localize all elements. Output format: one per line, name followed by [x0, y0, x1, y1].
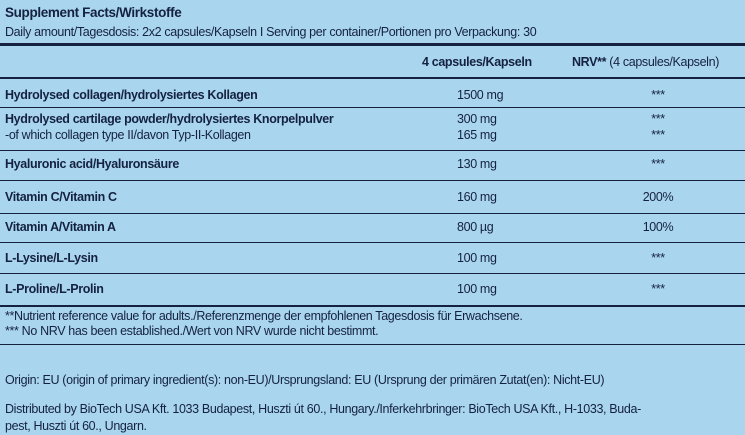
- amount: 130 mg: [457, 157, 497, 171]
- amount: 100 mg: [457, 251, 497, 265]
- distributor: Distributed by BioTech USA Kft. 1033 Bud…: [5, 402, 641, 416]
- distributor: pest, Huszti út 60., Ungarn.: [5, 419, 147, 433]
- row-name: Vitamin A/Vitamin A: [5, 220, 116, 234]
- nrv: ***: [651, 88, 665, 102]
- rule: [0, 43, 745, 46]
- row-name: Hyaluronic acid/Hyaluronsäure: [5, 157, 179, 171]
- row-name: Vitamin C/Vitamin C: [5, 190, 117, 204]
- nrv-label: NRV**: [572, 55, 607, 69]
- amount: 1500 mg: [457, 88, 504, 102]
- row-name: L-Proline/L-Prolin: [5, 282, 104, 296]
- row-name: Hydrolysed collagen/hydrolysiertes Kolla…: [5, 88, 258, 102]
- nrv-note: (4 capsules/Kapseln): [609, 55, 720, 69]
- row-name: Hydrolysed cartilage powder/hydrolysiert…: [5, 112, 334, 126]
- title: Supplement Facts/Wirkstoffe: [5, 5, 182, 20]
- nrv-header: NRV** (4 capsules/Kapseln): [572, 55, 719, 70]
- amount: 160 mg: [457, 190, 497, 204]
- row-rule: [0, 180, 745, 181]
- row-rule: [0, 213, 745, 214]
- rule: [0, 344, 745, 345]
- nrv: 100%: [642, 220, 674, 234]
- nrv: ***: [651, 282, 665, 296]
- sub-row-name: -of which collagen type II/davon Typ-II-…: [5, 128, 251, 142]
- nrv: ***: [651, 112, 665, 126]
- amount: 300 mg: [457, 112, 497, 126]
- row-name: L-Lysine/L-Lysin: [5, 251, 98, 265]
- row-rule: [0, 242, 745, 243]
- row-rule: [0, 305, 745, 307]
- nrv: ***: [651, 128, 665, 142]
- amount: 100 mg: [457, 282, 497, 296]
- nrv: ***: [651, 157, 665, 171]
- amount-header: 4 capsules/Kapseln: [422, 55, 532, 69]
- nrv: ***: [651, 251, 665, 265]
- row-rule: [0, 107, 745, 108]
- rule: [0, 77, 745, 79]
- subtitle: Daily amount/Tagesdosis: 2x2 capsules/Ka…: [5, 25, 537, 39]
- amount: 800 µg: [457, 220, 494, 234]
- footnote: *** No NRV has been established./Wert vo…: [5, 324, 379, 338]
- row-rule: [0, 150, 745, 151]
- footnote: **Nutrient reference value for adults./R…: [5, 309, 523, 323]
- amount: 165 mg: [457, 128, 497, 142]
- row-rule: [0, 273, 745, 274]
- nrv: 200%: [642, 190, 674, 204]
- origin: Origin: EU (origin of primary ingredient…: [5, 373, 605, 387]
